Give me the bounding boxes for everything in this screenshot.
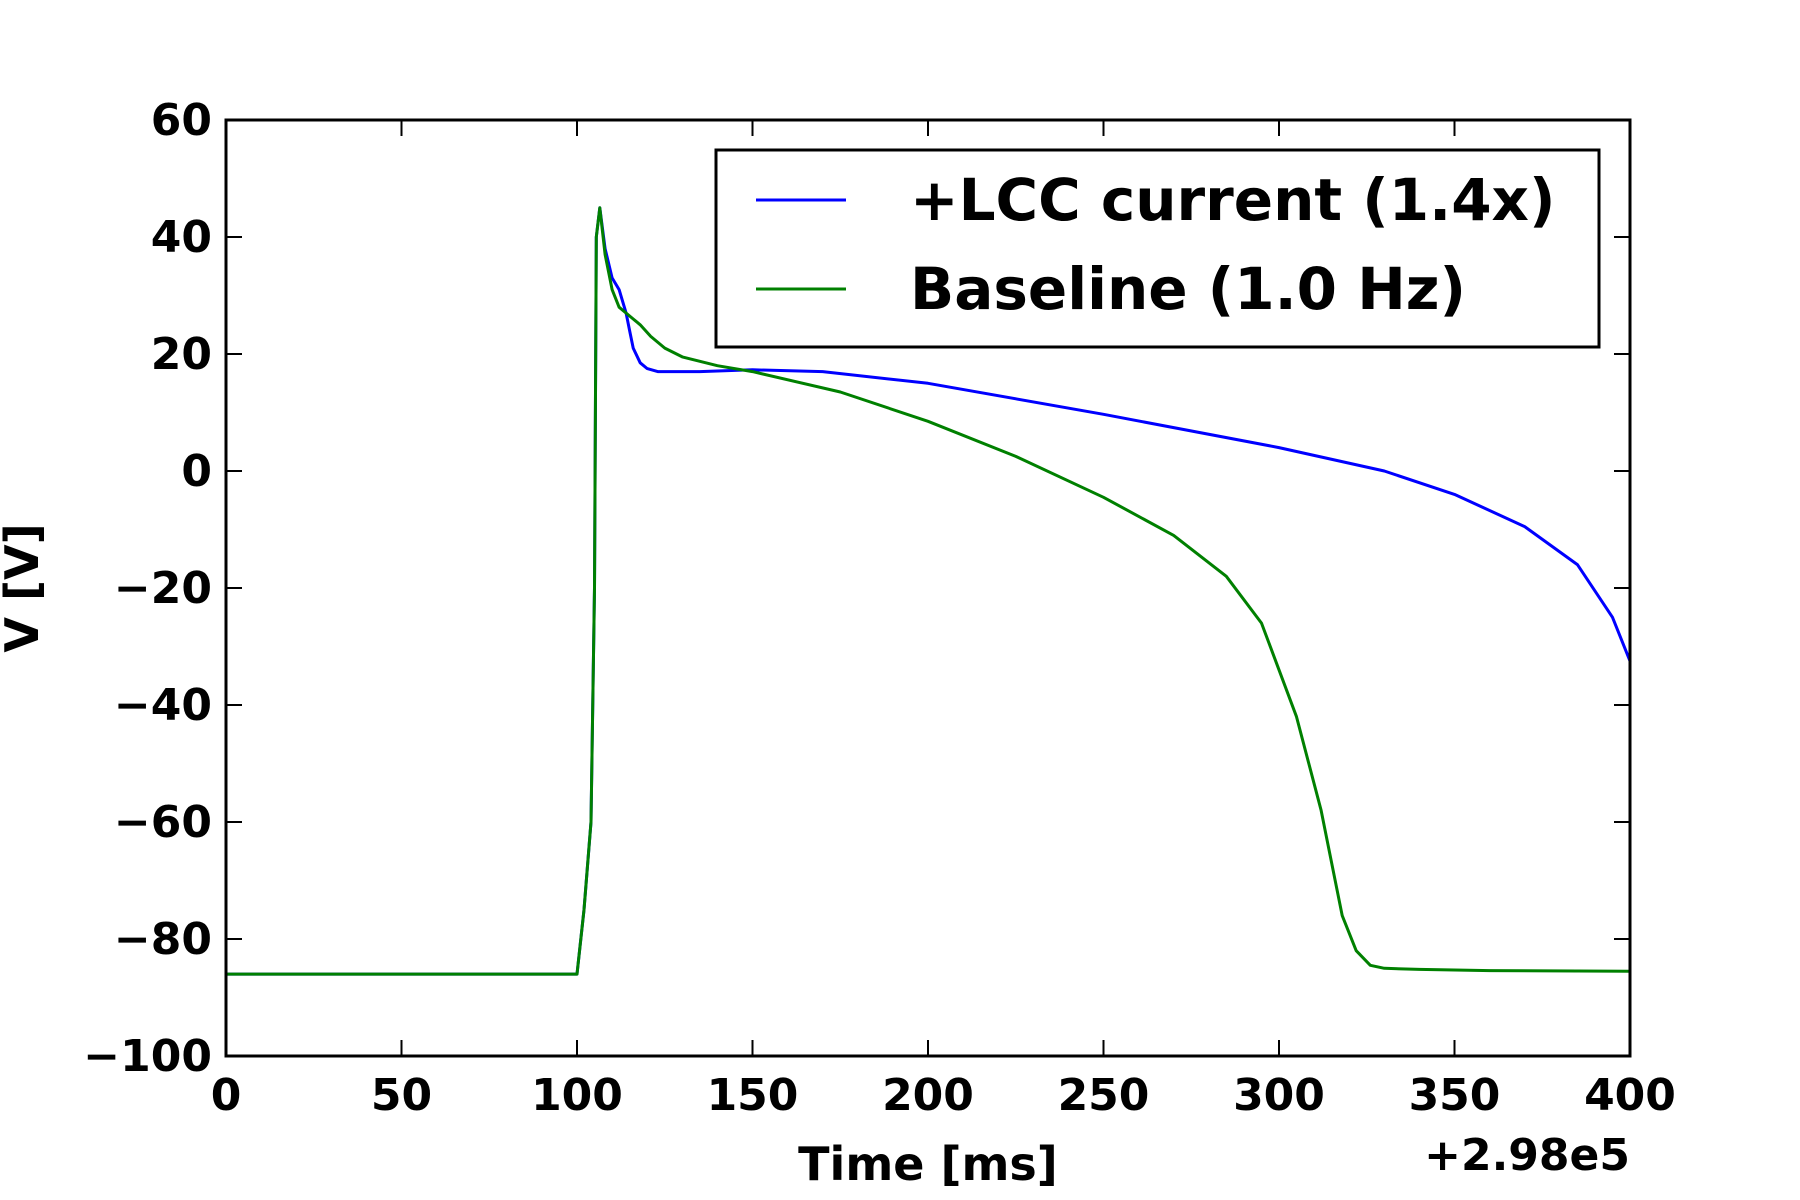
- series-line-1: [224, 206, 1632, 976]
- x-tick-label: 300: [1233, 1070, 1325, 1121]
- x-tick-label: 0: [211, 1070, 242, 1121]
- y-axis-label: V [V]: [0, 523, 49, 652]
- y-tick-label: −100: [83, 1031, 212, 1082]
- y-tick-label: −60: [114, 797, 212, 848]
- legend-label-lcc: +LCC current (1.4x): [910, 166, 1555, 234]
- tick-labels: 0 50 100 150 200 250 300 350 4006040200−20−40−60…: [83, 95, 1676, 1121]
- ticks: [225, 119, 1631, 1057]
- x-tick-label: 50: [371, 1070, 432, 1121]
- series-lines: [224, 206, 1632, 976]
- x-tick-label: 200: [882, 1070, 974, 1121]
- x-tick-label: 250: [1058, 1070, 1150, 1121]
- x-axis-label: Time [ms]: [798, 1137, 1058, 1191]
- x-tick-label: 150: [707, 1070, 799, 1121]
- y-tick-label: 0: [181, 446, 212, 497]
- legend-frame: [714, 148, 1601, 349]
- x-tick-label: 400: [1584, 1070, 1676, 1121]
- y-tick-label: 40: [151, 212, 212, 263]
- y-tick-label: −80: [114, 914, 212, 965]
- y-tick-label: −20: [114, 563, 212, 614]
- y-tick-label: −40: [114, 680, 212, 731]
- x-tick-label: 350: [1409, 1070, 1501, 1121]
- x-offset-label: +2.98e5: [1424, 1130, 1630, 1181]
- x-tick-label: 100: [531, 1070, 623, 1121]
- legend-label-baseline: Baseline (1.0 Hz): [910, 255, 1466, 323]
- legend: +LCC current (1.4x) Baseline (1.0 Hz): [714, 148, 1601, 349]
- y-tick-label: 60: [151, 95, 212, 146]
- y-tick-label: 20: [151, 329, 212, 380]
